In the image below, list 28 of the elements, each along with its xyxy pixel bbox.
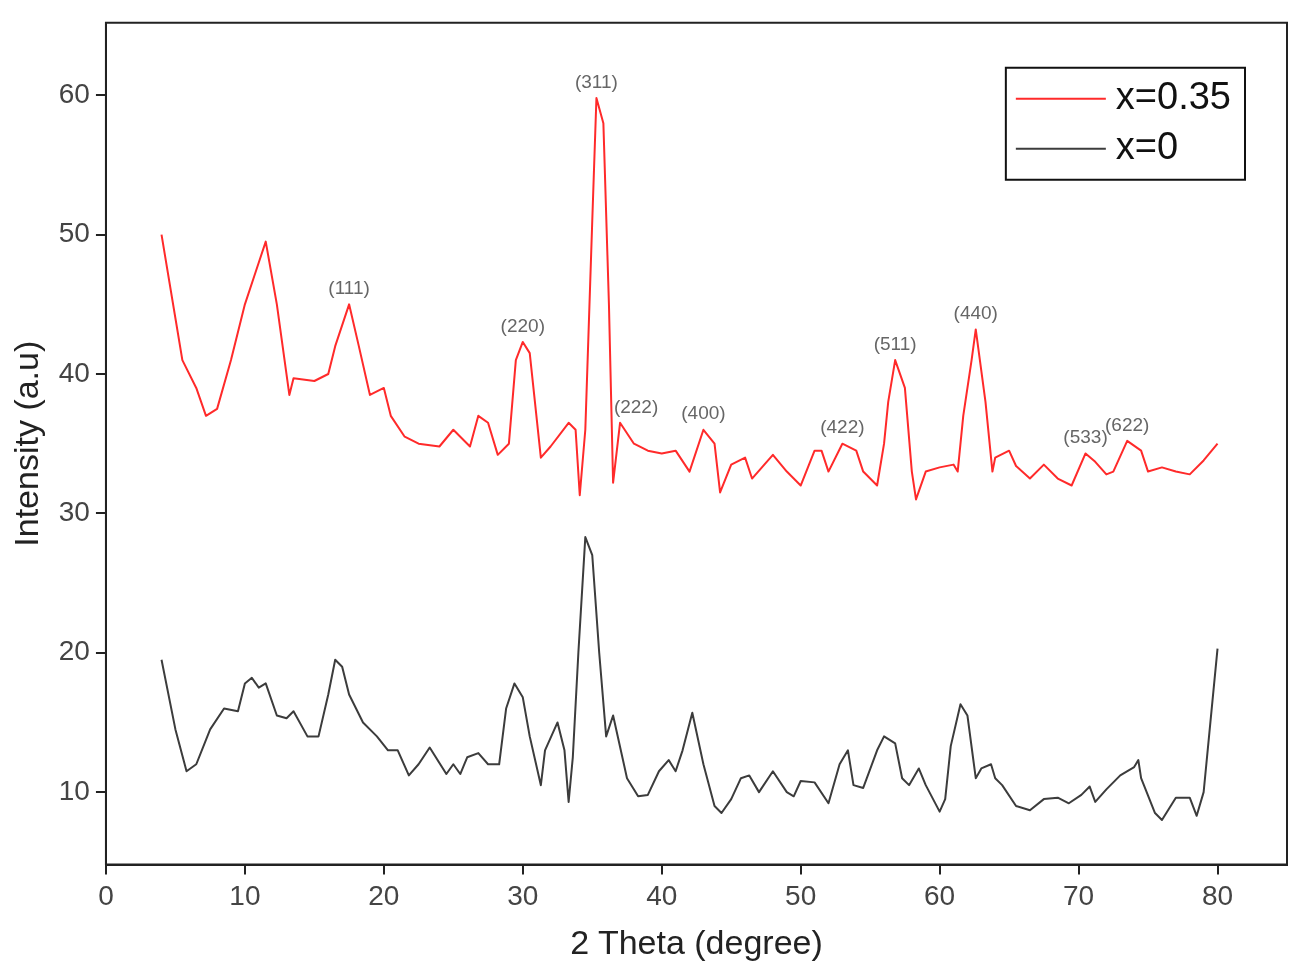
annotation: (400)	[681, 402, 726, 424]
x-tick-label: 20	[368, 880, 400, 912]
annotation: (422)	[820, 416, 865, 438]
y-tick-label: 30	[58, 496, 90, 528]
legend-label: x=0	[1115, 125, 1179, 168]
y-axis-title: Intensity (a.u)	[6, 340, 45, 547]
annotation: (220)	[500, 314, 545, 336]
y-tick-label: 20	[58, 635, 90, 667]
x-tick-label: 50	[785, 880, 817, 912]
y-tick-label: 60	[58, 77, 90, 109]
annotation: (511)	[873, 332, 917, 354]
x-tick-label: 80	[1201, 880, 1234, 912]
y-tick-label: 10	[58, 774, 90, 806]
annotation: (311)	[574, 70, 618, 92]
y-tick-label: 50	[58, 217, 90, 249]
x-tick-label: 10	[229, 880, 261, 912]
x-tick-label: 60	[924, 880, 956, 912]
annotation: (222)	[613, 395, 659, 417]
y-tick-label: 40	[58, 356, 90, 388]
x-tick-label: 30	[507, 880, 539, 912]
x-axis-title: 2 Theta (degree)	[570, 922, 823, 961]
legend-label: x=0.35	[1115, 75, 1232, 118]
annotation: (111)	[328, 277, 370, 299]
x-tick-label: 70	[1063, 880, 1095, 912]
x-tick-label: 0	[98, 880, 114, 912]
annotation: (622)	[1105, 413, 1150, 435]
annotation: (440)	[953, 302, 998, 324]
x-tick-label: 40	[646, 880, 678, 912]
